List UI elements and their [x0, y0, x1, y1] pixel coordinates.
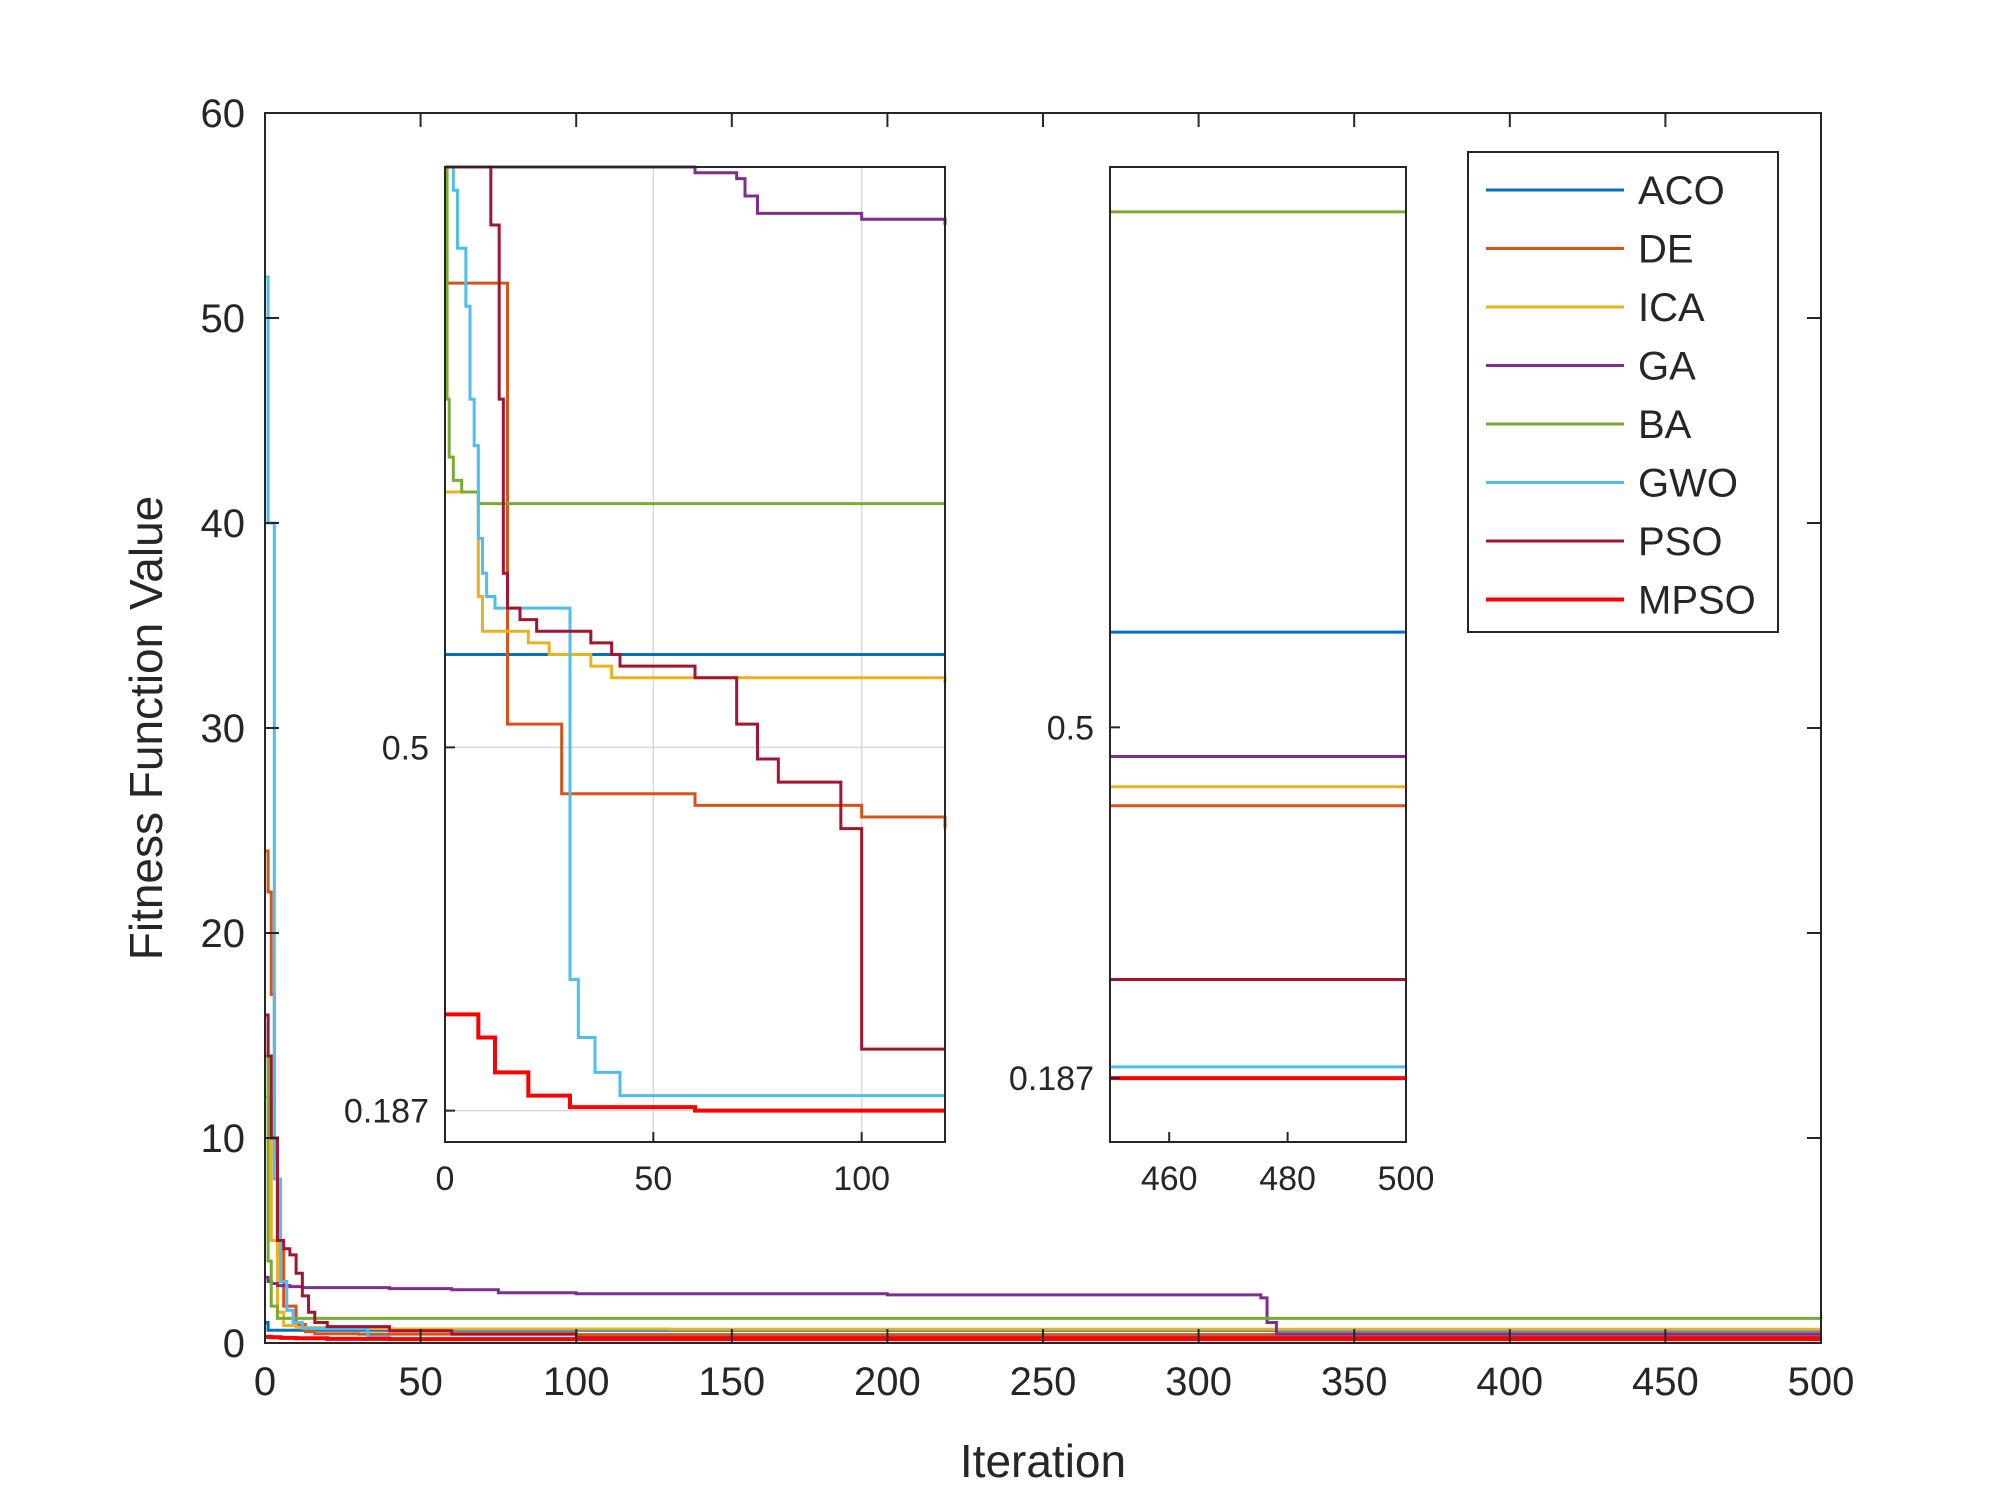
- legend-items: ACO DE ICA GA BA GWO PSO MPSO: [1486, 169, 1756, 623]
- inset-early-line-ica: [445, 490, 947, 684]
- legend-label-ga: GA: [1638, 345, 1696, 389]
- x-tick-label: 150: [698, 1360, 765, 1404]
- inset-early-y-tick-label: 0.187: [344, 1093, 429, 1131]
- y-axis-label: Fitness Function Value: [120, 496, 172, 961]
- x-tick-label: 0: [254, 1360, 276, 1404]
- inset-final-x-tick-label: 480: [1259, 1160, 1316, 1198]
- legend-label-aco: ACO: [1638, 169, 1725, 213]
- main-axes: 0 50 100 150 200 250 300 350 400 450 5000102030405…: [201, 92, 1855, 1404]
- x-tick-label: 200: [854, 1360, 921, 1404]
- y-tick-label: 40: [201, 502, 246, 546]
- x-tick-label: 350: [1321, 1360, 1388, 1404]
- inset-final-y-tick-label: 0.5: [1047, 709, 1094, 747]
- series-line-ba: [265, 1054, 1823, 1320]
- inset-final-background: [1110, 167, 1406, 1142]
- x-tick-label: 100: [543, 1360, 610, 1404]
- x-tick-label: 450: [1632, 1360, 1699, 1404]
- legend-label-mpso: MPSO: [1638, 579, 1756, 623]
- y-tick-label: 60: [201, 92, 246, 136]
- series-line-ga: [265, 1275, 1821, 1336]
- x-tick-label: 400: [1476, 1360, 1543, 1404]
- inset-early-frame: [444, 166, 946, 1143]
- inset-final-x-tick-label: 460: [1141, 1160, 1198, 1198]
- inset-final-y-tick-label: 0.187: [1009, 1060, 1094, 1098]
- y-tick-label: 30: [201, 707, 246, 751]
- inset-final-iterations: 460 480 500 0.187 0.5: [1009, 166, 1434, 1198]
- inset-early-line-mpso: [445, 1012, 945, 1113]
- series-line-gwo: [265, 275, 1823, 1341]
- y-tick-label: 20: [201, 912, 246, 956]
- y-tick-label: 10: [201, 1117, 246, 1161]
- inset-early-x-tick-label: 100: [833, 1160, 890, 1198]
- inset-early-x-tick-label: 50: [634, 1160, 672, 1198]
- x-tick-label: 250: [1010, 1360, 1077, 1404]
- y-tick-label: 50: [201, 297, 246, 341]
- x-tick-label: 50: [398, 1360, 443, 1404]
- inset-early-iterations: 0 50 100 0.187 0.5: [344, 165, 947, 1198]
- inset-early-line-pso: [445, 165, 945, 1051]
- legend-label-de: DE: [1638, 228, 1694, 272]
- inset-early-line-gwo: [445, 165, 945, 1098]
- inset-early-line-de: [445, 281, 947, 829]
- x-axis-label: Iteration: [960, 1435, 1126, 1487]
- legend-label-gwo: GWO: [1638, 462, 1738, 506]
- series-line-ica: [265, 1095, 1821, 1331]
- legend-box: [1467, 151, 1779, 633]
- legend-label-ica: ICA: [1638, 286, 1705, 330]
- series-line-mpso: [265, 1334, 1821, 1342]
- legend-label-ba: BA: [1638, 403, 1692, 447]
- x-tick-label: 300: [1165, 1360, 1232, 1404]
- x-tick-label: 500: [1788, 1360, 1855, 1404]
- y-tick-label: 0: [223, 1322, 245, 1366]
- legend: ACO DE ICA GA BA GWO PSO MPSO: [1467, 151, 1779, 633]
- main-ticks: 0 50 100 150 200 250 300 350 400 450 5000102030405…: [201, 92, 1855, 1404]
- legend-label-pso: PSO: [1638, 520, 1722, 564]
- inset-early-x-tick-label: 0: [436, 1160, 455, 1198]
- inset-final-ticks: 460 480 500 0.187 0.5: [1009, 709, 1434, 1198]
- inset-early-ticks: 0 50 100 0.187 0.5: [344, 729, 890, 1198]
- inset-final-x-tick-label: 500: [1378, 1160, 1435, 1198]
- inset-early-y-tick-label: 0.5: [382, 729, 429, 767]
- inset-final-frame: [1109, 166, 1407, 1143]
- inset-final-series-lines: [1110, 210, 1406, 1081]
